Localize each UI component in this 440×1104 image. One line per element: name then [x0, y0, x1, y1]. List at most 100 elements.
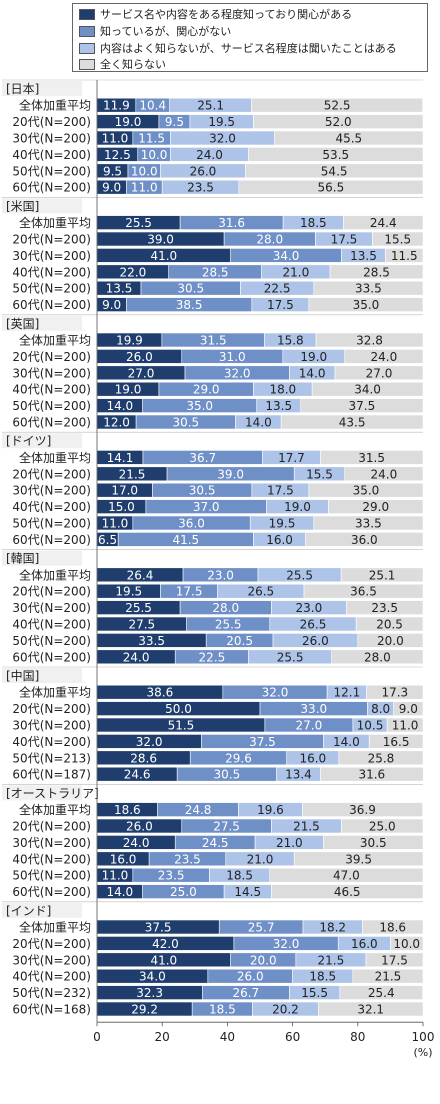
data-label: 26.5	[247, 585, 274, 599]
data-label: 24.0	[371, 350, 398, 364]
data-label: 17.5	[267, 484, 294, 498]
bar-segment-s3	[352, 968, 424, 984]
data-label: 32.0	[136, 735, 163, 749]
bar-segment-s3	[338, 750, 424, 766]
row-label: 50代(N=232)	[12, 986, 91, 1000]
data-label: 19.5	[269, 517, 296, 531]
bar-segment-s3	[313, 515, 424, 531]
legend-swatch-heard-of	[79, 42, 95, 54]
bar-segment-s3	[302, 802, 423, 817]
data-label: 14.0	[245, 416, 272, 430]
legend-item-heard-of: 内容はよく知らないが、サービス名程度は聞いたことはある	[79, 41, 397, 55]
row-label: 20代(N=200)	[12, 467, 91, 481]
data-label: 17.5	[331, 233, 358, 247]
row-label: 50代(N=200)	[12, 282, 91, 296]
bar-segment-s3	[300, 398, 424, 413]
group-header-bg	[2, 315, 82, 331]
data-label: 30.5	[360, 836, 387, 850]
data-label: 41.0	[150, 249, 177, 263]
data-label: 11.0	[102, 869, 129, 883]
bar-segment-s3	[323, 835, 424, 850]
data-label: 52.0	[325, 115, 352, 129]
data-label: 29.2	[131, 1003, 158, 1017]
row-label: 60代(N=200)	[12, 885, 91, 899]
data-label: 17.5	[176, 585, 203, 599]
legend-label-unknown: 全く知らない	[100, 58, 166, 71]
data-label: 36.0	[178, 517, 205, 531]
data-label: 24.0	[123, 650, 150, 664]
data-label: 24.6	[124, 768, 151, 782]
row-label: 30代(N=200)	[12, 953, 91, 967]
data-label: 26.4	[127, 568, 154, 582]
data-label: 20.0	[250, 953, 277, 967]
data-label: 34.0	[354, 383, 381, 397]
data-label: 37.5	[145, 921, 172, 935]
data-label: 26.0	[302, 634, 329, 648]
data-label: 23.0	[296, 601, 323, 615]
bar-segment-s3	[355, 616, 424, 632]
group-label: [韓国]	[6, 552, 39, 566]
bar-segment-s3	[365, 952, 424, 968]
group-header-bg	[2, 902, 82, 918]
data-label: 25.5	[277, 650, 304, 664]
bar-segment-s3	[251, 97, 423, 113]
data-label: 31.6	[358, 768, 385, 782]
legend-item-unknown: 全く知らない	[79, 57, 166, 71]
data-label: 21.5	[318, 953, 345, 967]
data-label: 14.0	[333, 735, 360, 749]
bar-segment-s3	[344, 349, 424, 364]
bar-segment-s3	[366, 684, 424, 700]
data-label: 23.5	[174, 852, 201, 866]
data-label: 32.0	[224, 366, 251, 380]
data-label: 24.0	[196, 148, 223, 162]
data-label: 31.5	[200, 334, 227, 348]
data-label: 28.0	[256, 233, 283, 247]
data-label: 13.4	[285, 768, 312, 782]
data-label: 24.0	[123, 836, 150, 850]
bar-segment-s3	[318, 1001, 424, 1017]
data-label: 27.5	[128, 618, 155, 632]
group-label: [英国]	[6, 317, 39, 331]
row-label: 20代(N=200)	[12, 585, 91, 599]
data-label: 29.0	[193, 383, 220, 397]
data-label: 19.9	[116, 334, 143, 348]
row-label: 40代(N=200)	[12, 500, 91, 514]
row-label: 60代(N=200)	[12, 650, 91, 664]
data-label: 26.5	[300, 618, 327, 632]
row-label: 30代(N=200)	[12, 484, 91, 498]
bar-segment-s3	[344, 466, 424, 482]
data-label: 24.4	[370, 216, 397, 230]
data-label: 39.0	[147, 233, 174, 247]
data-label: 23.5	[158, 869, 185, 883]
data-label: 25.5	[125, 601, 152, 615]
row-label: 60代(N=168)	[12, 1003, 91, 1017]
x-tick-label: 80	[350, 1030, 365, 1044]
data-label: 15.0	[108, 500, 135, 514]
data-label: 33.0	[300, 702, 327, 716]
data-label: 15.5	[301, 986, 328, 1000]
bar-segment-s3	[372, 231, 424, 247]
data-label: 17.7	[278, 451, 305, 465]
data-label: 28.0	[212, 601, 239, 615]
data-label: 41.5	[172, 533, 199, 547]
row-label: 全体加重平均	[19, 215, 91, 230]
bar-segment-s3	[331, 649, 424, 665]
data-label: 18.6	[379, 921, 406, 935]
bar-segment-s3	[248, 147, 424, 162]
data-label: 23.5	[371, 601, 398, 615]
data-label: 19.0	[115, 383, 142, 397]
data-label: 11.0	[131, 181, 158, 195]
data-label: 32.0	[262, 686, 289, 700]
data-label: 30.5	[189, 484, 216, 498]
data-label: 32.3	[136, 986, 163, 1000]
bar-segment-s3	[343, 215, 424, 230]
data-label: 18.2	[319, 921, 346, 935]
row-label: 全体加重平均	[19, 685, 91, 700]
bar-segment-s3	[245, 163, 424, 179]
data-label: 17.0	[111, 484, 138, 498]
row-label: 60代(N=200)	[12, 181, 91, 195]
data-label: 24.0	[371, 467, 398, 481]
data-label: 33.5	[355, 517, 382, 531]
bar-segment-s3	[315, 332, 424, 348]
data-label: 17.5	[267, 298, 294, 312]
